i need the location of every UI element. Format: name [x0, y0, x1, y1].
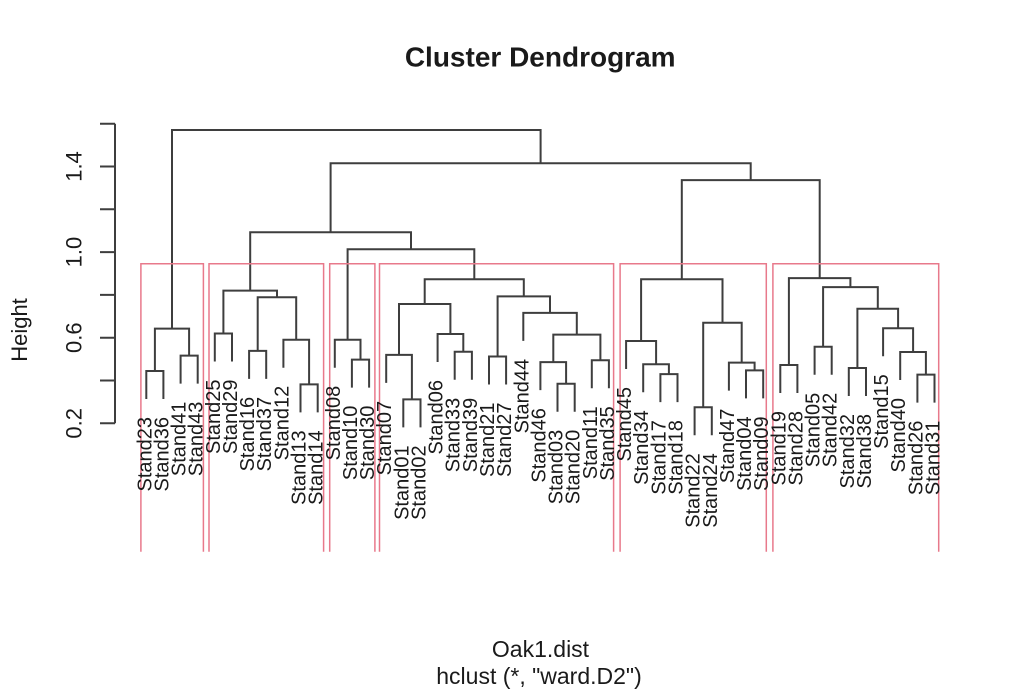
svg-text:Stand46: Stand46 [528, 408, 550, 483]
svg-text:Stand20: Stand20 [563, 430, 585, 505]
svg-text:Stand03: Stand03 [546, 430, 568, 505]
svg-text:Stand13: Stand13 [289, 430, 311, 505]
svg-text:Stand14: Stand14 [306, 430, 328, 505]
svg-text:hclust (*, "ward.D2"): hclust (*, "ward.D2") [436, 663, 642, 689]
svg-text:Stand43: Stand43 [186, 402, 208, 477]
svg-text:Stand33: Stand33 [443, 398, 465, 473]
svg-text:Stand06: Stand06 [426, 380, 448, 455]
svg-text:Stand39: Stand39 [460, 398, 482, 473]
svg-text:Stand26: Stand26 [905, 421, 927, 496]
svg-text:Stand05: Stand05 [803, 393, 825, 468]
svg-text:Stand11: Stand11 [580, 406, 602, 479]
svg-text:Stand08: Stand08 [323, 386, 345, 461]
svg-text:Stand02: Stand02 [409, 445, 431, 520]
svg-text:Stand36: Stand36 [151, 417, 173, 492]
svg-text:Stand38: Stand38 [854, 414, 876, 489]
svg-text:0.6: 0.6 [62, 322, 87, 353]
svg-text:Stand35: Stand35 [597, 406, 619, 481]
svg-text:Stand17: Stand17 [648, 420, 670, 495]
svg-text:Stand29: Stand29 [220, 380, 242, 455]
svg-text:Stand19: Stand19 [768, 411, 790, 486]
svg-text:Stand09: Stand09 [751, 416, 773, 491]
svg-text:Stand32: Stand32 [837, 414, 859, 489]
svg-text:Stand15: Stand15 [871, 374, 893, 449]
svg-text:Stand12: Stand12 [271, 386, 293, 461]
svg-text:Stand24: Stand24 [700, 453, 722, 528]
svg-text:Stand27: Stand27 [494, 403, 516, 478]
svg-text:Stand31: Stand31 [923, 421, 945, 496]
svg-text:Stand44: Stand44 [511, 359, 533, 434]
svg-text:Cluster Dendrogram: Cluster Dendrogram [405, 41, 676, 72]
svg-text:Stand01: Stand01 [391, 445, 413, 520]
svg-text:Stand10: Stand10 [340, 406, 362, 481]
svg-text:Stand42: Stand42 [820, 393, 842, 468]
svg-text:Height: Height [7, 298, 32, 362]
svg-text:Stand21: Stand21 [477, 403, 499, 478]
svg-text:Stand25: Stand25 [203, 380, 225, 455]
svg-text:Stand07: Stand07 [374, 401, 396, 476]
svg-text:Stand37: Stand37 [254, 397, 276, 472]
svg-text:1.4: 1.4 [62, 151, 87, 182]
svg-text:Stand34: Stand34 [631, 410, 653, 485]
svg-text:Stand41: Stand41 [169, 402, 191, 477]
svg-text:Stand04: Stand04 [734, 416, 756, 491]
svg-text:0.2: 0.2 [62, 408, 87, 439]
svg-text:Stand28: Stand28 [785, 411, 807, 486]
svg-text:Stand16: Stand16 [237, 397, 259, 472]
svg-text:Stand47: Stand47 [717, 409, 739, 484]
svg-text:Stand30: Stand30 [357, 406, 379, 481]
svg-text:Oak1.dist: Oak1.dist [492, 636, 590, 662]
svg-text:Stand23: Stand23 [134, 417, 156, 492]
svg-text:1.0: 1.0 [62, 237, 87, 268]
svg-text:Stand45: Stand45 [614, 387, 636, 462]
svg-text:Stand22: Stand22 [683, 453, 705, 528]
svg-text:Stand40: Stand40 [888, 398, 910, 473]
svg-text:Stand18: Stand18 [666, 420, 688, 495]
